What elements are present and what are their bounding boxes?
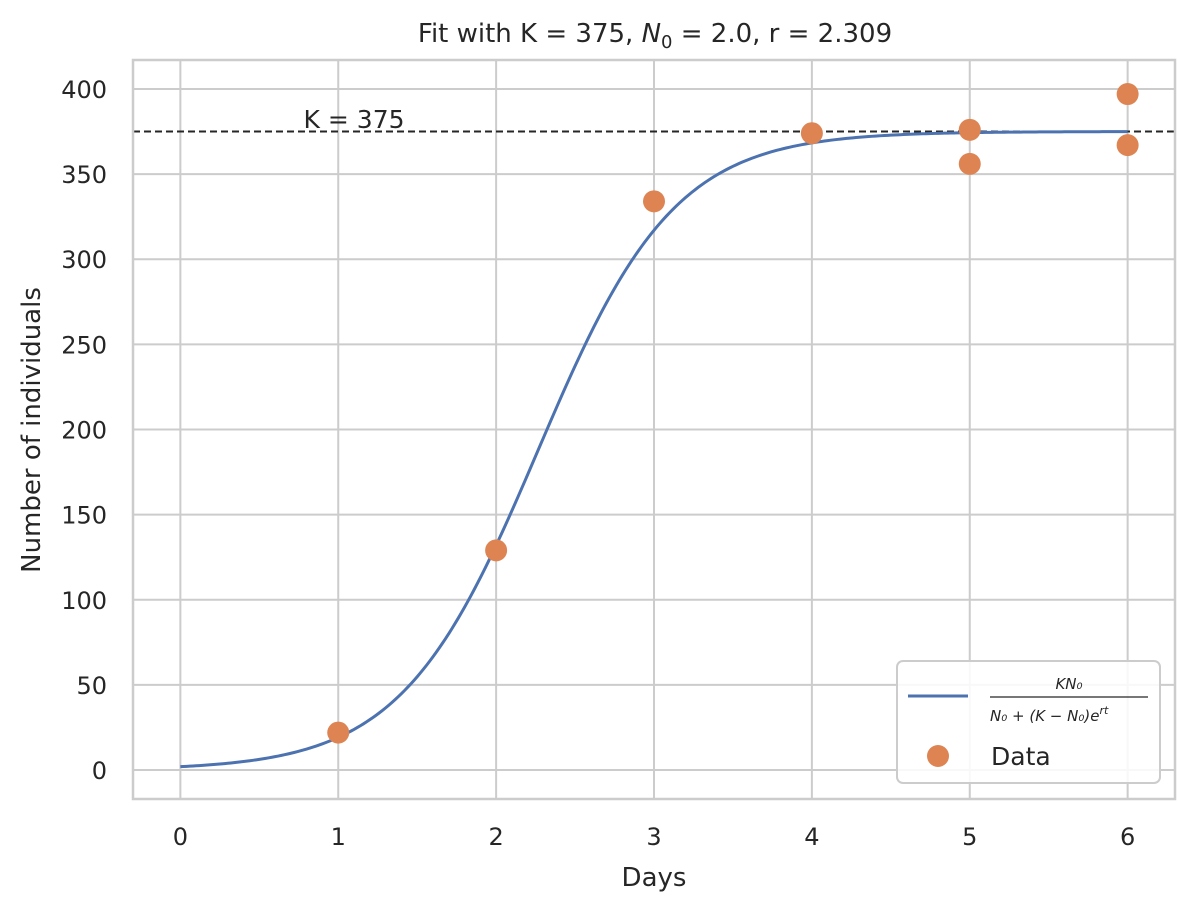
legend-data-label: Data <box>991 742 1051 771</box>
title-suffix: = 2.0, r = 2.309 <box>672 19 892 49</box>
grid <box>133 60 1175 799</box>
y-tick-label: 50 <box>76 672 107 700</box>
legend-data-swatch <box>927 745 949 767</box>
y-tick-label: 0 <box>92 757 107 785</box>
plot-frame <box>131 58 1177 801</box>
data-point <box>485 539 508 562</box>
legend-fit-denominator: N₀ + (K − N₀)ert <box>990 704 1109 725</box>
data-point <box>643 190 665 213</box>
x-tick-label: 3 <box>646 823 661 851</box>
legend-fit-label: KN₀ N₀ + (K − N₀)ert <box>990 675 1148 725</box>
data-point <box>800 122 823 145</box>
data-point <box>958 118 981 141</box>
y-tick-label: 100 <box>61 587 107 615</box>
capacity-annotation: K = 375 <box>304 105 405 134</box>
data-point <box>1116 83 1139 106</box>
y-tick-label: 400 <box>61 76 107 104</box>
x-tick-label: 0 <box>173 823 188 851</box>
legend-box <box>896 660 1161 784</box>
y-tick-label: 300 <box>61 246 107 274</box>
x-axis-label: Days <box>622 863 687 893</box>
title-n0-subscript: 0 <box>661 32 672 53</box>
x-tick-label: 4 <box>804 823 819 851</box>
y-axis-label: Number of individuals <box>17 287 47 573</box>
y-tick-label: 200 <box>61 417 107 445</box>
title-prefix: Fit with K = 375, <box>418 19 642 49</box>
x-axis-ticks: 0 1 2 3 4 5 6 <box>173 823 1136 851</box>
legend-denominator-exponent: rt <box>1099 704 1109 717</box>
x-tick-label: 5 <box>962 823 977 851</box>
y-tick-label: 350 <box>61 161 107 189</box>
x-tick-label: 6 <box>1120 823 1135 851</box>
chart-title: Fit with K = 375, N0 = 2.0, r = 2.309 <box>418 19 892 53</box>
data-point <box>327 721 350 744</box>
legend-denominator-base: N₀ + (K − N₀)e <box>990 707 1099 725</box>
title-n0-symbol: N <box>642 19 661 49</box>
y-axis-ticks: 0 50 100 150 200 250 300 350 400 <box>61 76 107 785</box>
data-point <box>958 152 981 175</box>
x-tick-label: 1 <box>331 823 346 851</box>
x-tick-label: 2 <box>488 823 503 851</box>
y-tick-label: 150 <box>61 502 107 530</box>
y-tick-label: 250 <box>61 331 107 359</box>
data-point <box>1116 134 1139 157</box>
data-points <box>327 83 1139 744</box>
legend-fit-numerator: KN₀ <box>1055 675 1082 693</box>
legend: KN₀ N₀ + (K − N₀)ert Data <box>896 660 1161 784</box>
